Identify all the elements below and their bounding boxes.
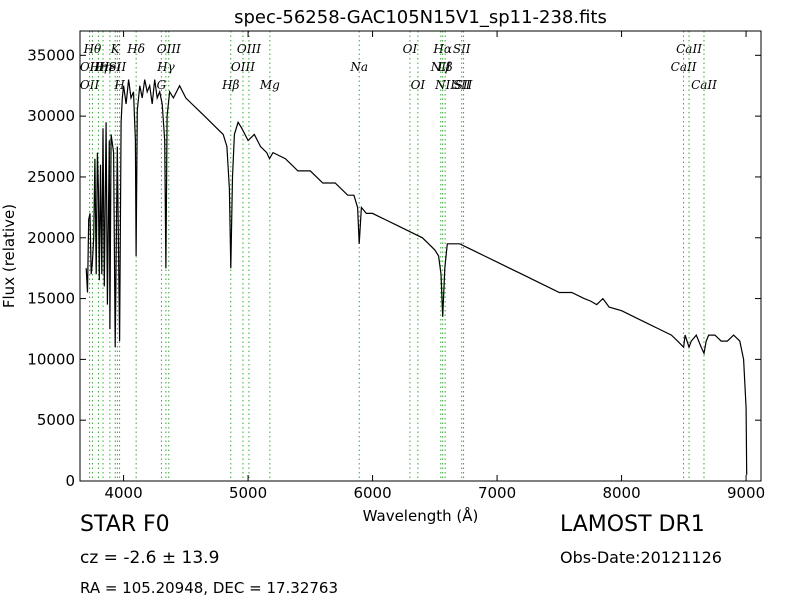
line-marker-label: SII (455, 78, 473, 92)
line-marker-label: SII (453, 42, 471, 56)
x-tick-label: 8000 (602, 484, 640, 502)
x-tick-label: 5000 (229, 484, 267, 502)
y-tick-label: 20000 (27, 229, 75, 247)
line-marker-label: OIII (237, 42, 261, 56)
line-marker-label: NII (430, 60, 451, 74)
survey-name: LAMOST DR1 (560, 512, 705, 537)
spectrum-line (85, 79, 748, 475)
x-tick-label: 7000 (478, 484, 516, 502)
plot-frame (79, 30, 762, 482)
x-tick-label: 6000 (353, 484, 391, 502)
line-marker-label: Hθ (83, 42, 102, 56)
line-marker-label: Na (349, 60, 368, 74)
line-marker-label: Hη (93, 60, 112, 74)
y-tick-label: 10000 (27, 350, 75, 368)
line-marker-label: OII (80, 60, 100, 74)
x-tick-label: 4000 (104, 484, 142, 502)
line-marker-label: OI (403, 42, 418, 56)
x-tick-label: 9000 (727, 484, 765, 502)
chart-title: spec-56258-GAC105N15V1_sp11-238.fits (234, 7, 607, 28)
spectral-class: STAR F0 (80, 512, 170, 537)
line-marker-label: Hγ (156, 60, 175, 74)
line-marker-label: H (113, 78, 125, 92)
line-marker-label: SII (108, 60, 126, 74)
y-tick-label: 30000 (27, 107, 75, 125)
observation-date: Obs-Date:20121126 (560, 548, 722, 567)
line-marker-label: G (157, 78, 167, 92)
line-marker-label: SII (453, 78, 471, 92)
line-marker-label: OIII (157, 42, 181, 56)
y-axis-label: Flux (relative) (0, 204, 18, 308)
x-axis-label: Wavelength (Å) (363, 506, 479, 525)
line-marker-label: Hδ (126, 42, 145, 56)
sky-coordinates: RA = 105.20948, DEC = 17.32763 (80, 579, 339, 597)
line-marker-label: Hα (432, 42, 452, 56)
line-markers: OIIOIIHθHηHηHeIKSIIHHδGHγOIIIHβOIIIOIIIM… (80, 31, 717, 481)
line-marker-label: OIII (231, 60, 255, 74)
line-marker-label: CaII (676, 42, 702, 56)
y-tick-label: 25000 (27, 168, 75, 186)
y-tick-label: 35000 (27, 46, 75, 64)
line-marker-label: OII (80, 78, 100, 92)
redshift-cz: cz = -2.6 ± 13.9 (80, 548, 220, 568)
line-marker-label: Hβ (221, 78, 239, 92)
line-marker-label: CaII (691, 78, 717, 92)
line-marker-label: CaII (671, 60, 697, 74)
line-marker-label: OI (411, 78, 426, 92)
axis-ticks: 4000 5000 6000 7000 8000 9000 0 5000 10000 15000 2… (27, 31, 765, 502)
line-marker-label: NII (434, 78, 455, 92)
y-tick-label: 5000 (37, 411, 75, 429)
line-marker-label: K (110, 42, 121, 56)
line-marker-label: Mg (259, 78, 280, 92)
line-marker-label: Lβ (437, 60, 453, 74)
y-tick-label: 15000 (27, 290, 75, 308)
y-tick-label: 0 (65, 472, 75, 490)
